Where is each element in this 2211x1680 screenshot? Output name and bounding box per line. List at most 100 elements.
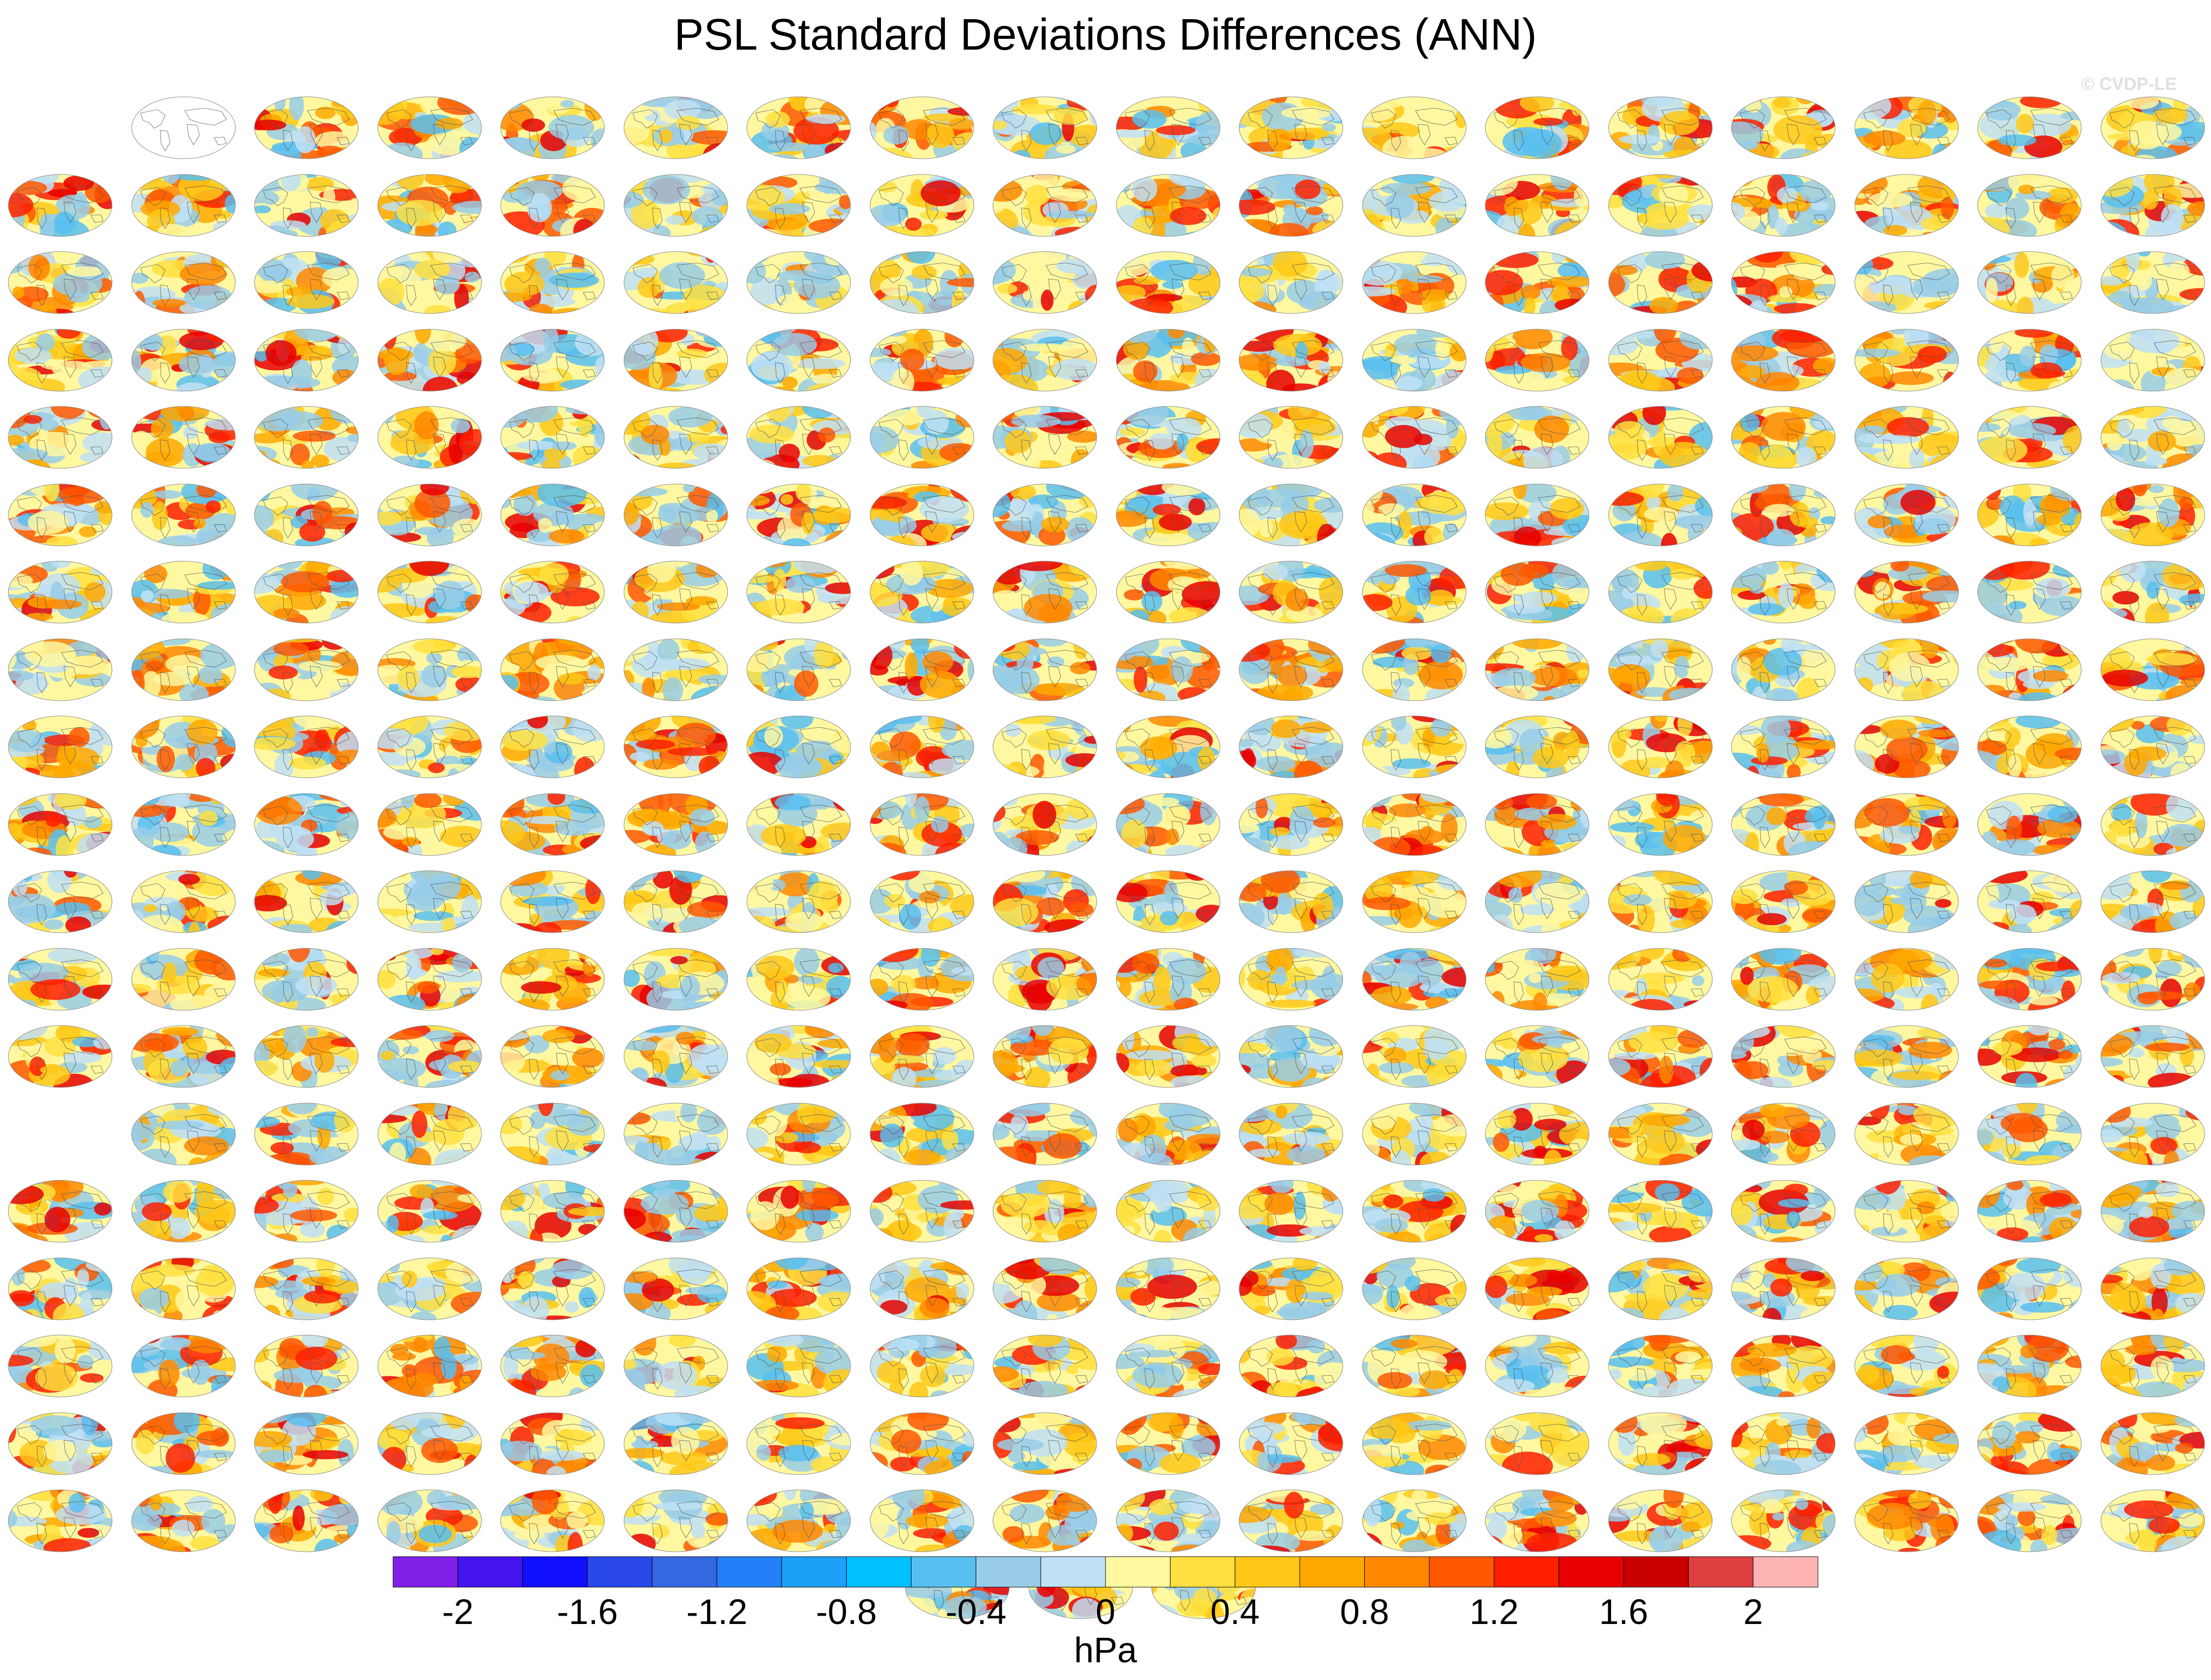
map-panel [377,244,487,317]
map-panel [254,863,364,937]
map-panel-plot [1116,1025,1220,1088]
map-panel [2100,1250,2211,1324]
map-panel [131,940,241,1014]
map-panel [1484,940,1595,1014]
map-panel-plot [377,1412,482,1475]
map-panel [1238,1482,1349,1556]
map-panel-plot [1116,329,1220,391]
map-panel-plot [1362,948,1466,1010]
map-panel [1730,167,1841,240]
map-panel [1977,863,2087,937]
map-panel-plot [131,1489,235,1552]
map-panel-plot [992,406,1097,469]
map-panel [2100,631,2211,705]
map-panel [1361,553,1472,627]
map-panel-plot [1731,174,1836,236]
colorbar-tick-label: -1.2 [686,1593,748,1632]
map-panel [1484,786,1595,859]
map-panel [1608,708,1718,782]
map-panel-plot [1239,1489,1343,1552]
map-panel [254,89,364,163]
map-panel [1730,1405,1841,1479]
map-panel [1238,940,1349,1014]
map-panel-plot [131,1103,235,1165]
map-panel [1608,940,1718,1014]
map-panel [377,89,487,163]
map-panel-plot [1608,1257,1712,1320]
map-panel-plot [1239,406,1343,469]
map-panel-plot [1116,948,1220,1010]
map-panel-plot [2100,1180,2205,1243]
map-panel-plot [8,484,113,546]
map-panel [1115,1482,1226,1556]
map-panel-plot [1239,1180,1343,1243]
map-panel-plot [1362,251,1466,314]
map-panel [623,321,734,395]
map-panel [254,786,364,859]
map-panel [2100,1405,2211,1479]
map-panel-plot [1731,793,1836,855]
map-panel [2100,1327,2211,1401]
map-panel [500,863,610,937]
map-panel [992,1018,1103,1091]
map-panel [623,89,734,163]
map-panel-plot [746,406,851,469]
map-panel-plot [746,948,851,1010]
map-panel [1115,708,1226,782]
map-panel [746,167,856,240]
map-panel [1854,940,1964,1014]
map-panel [1608,89,1718,163]
map-panel-plot [254,406,359,469]
map-panel [623,167,734,240]
colorbar-tick-label: -0.8 [816,1593,877,1632]
map-panel-plot [1239,1335,1343,1397]
map-panel [500,708,610,782]
map-panel-plot [131,948,235,1010]
map-panel [1730,1172,1841,1246]
map-panel-plot [870,1180,974,1243]
map-panel [1608,167,1718,240]
map-panel [2100,863,2211,937]
map-panel [869,476,980,550]
map-panel-plot [1854,870,1958,933]
map-panel-plot [1731,96,1836,159]
map-panel [1115,1405,1226,1479]
map-panel-plot [870,561,974,624]
map-panel [500,244,610,317]
map-panel [623,1095,734,1169]
map-panel [1115,89,1226,163]
map-panel [905,1549,1015,1623]
map-panel-plot [1854,1103,1958,1165]
map-panel [1854,476,1964,550]
map-panel-plot [992,948,1097,1010]
map-panel [131,863,241,937]
colorbar-units-label: hPa [1074,1631,1137,1670]
map-panel-plot [1239,329,1343,391]
map-panel [992,863,1103,937]
map-panel-plot [746,484,851,546]
map-panel-plot [8,174,113,236]
map-panel-plot [870,948,974,1010]
map-panel-plot [746,1412,851,1475]
map-panel-plot [1239,561,1343,624]
map-panel [500,89,610,163]
map-panel [1854,321,1964,395]
map-panel-plot [1485,561,1589,624]
map-panel [992,940,1103,1014]
map-panel-plot [2100,251,2205,314]
map-panel-plot [870,1257,974,1320]
map-panel-plot [1608,1103,1712,1165]
map-panel-plot [1854,1180,1958,1243]
map-panel-plot [1362,1103,1466,1165]
map-panel-plot [131,96,235,159]
map-panel-plot [1362,174,1466,236]
map-panel [1977,1250,2087,1324]
map-panel [1238,244,1349,317]
map-panel [254,708,364,782]
map-panel [500,1172,610,1246]
map-panel [1028,1549,1138,1623]
map-panel [1730,1482,1841,1556]
map-panel-plot [2100,96,2205,159]
map-panel-plot [1731,329,1836,391]
map-panel [7,1250,118,1324]
